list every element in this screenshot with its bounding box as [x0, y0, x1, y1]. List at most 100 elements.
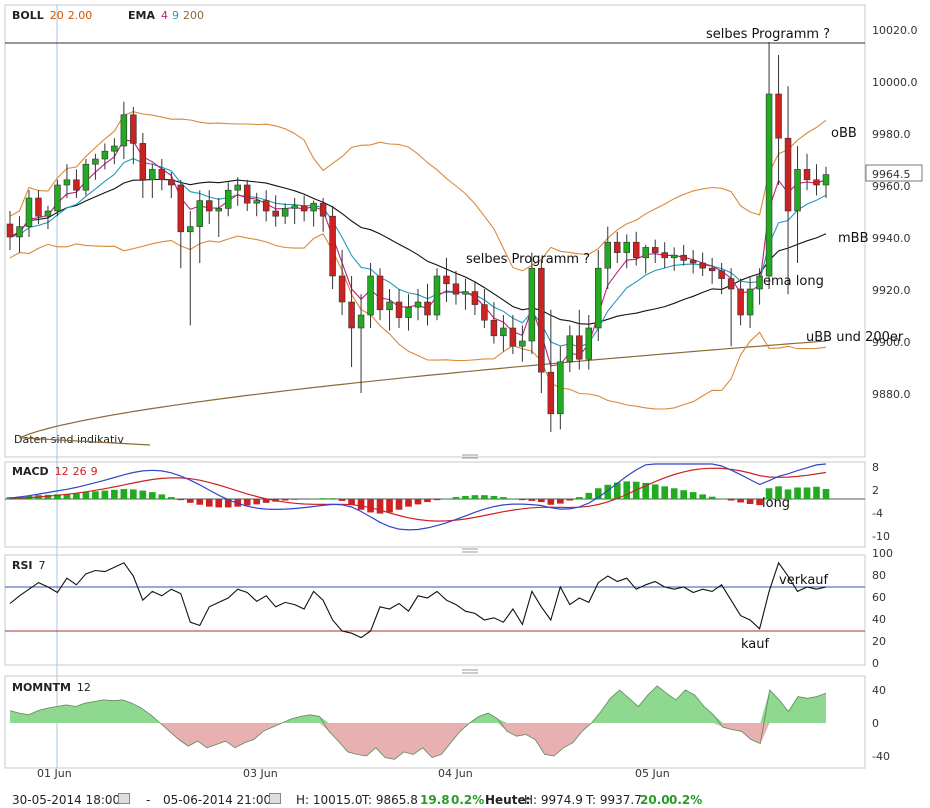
macd-histogram-bar: [167, 497, 175, 499]
macd-histogram-bar: [215, 499, 223, 508]
macd-histogram-bar: [680, 490, 687, 499]
macd-histogram-bar: [670, 488, 678, 499]
macd-histogram-bar: [481, 495, 488, 499]
macd-histogram-bar: [566, 499, 574, 501]
annotation-verkauf: verkauf: [779, 573, 829, 588]
macd-histogram-bar: [575, 497, 583, 499]
macd-signal-line: [9, 467, 827, 522]
candle-body: [746, 288, 754, 316]
candle-body: [414, 301, 422, 308]
macd-histogram-bar: [613, 482, 621, 499]
annotation-kauf: kauf: [741, 637, 770, 652]
candle-body: [566, 335, 574, 363]
xtick: 05 Jun: [635, 767, 670, 780]
macd-histogram-bar: [196, 499, 204, 505]
candle-body: [139, 143, 147, 181]
candle-body: [92, 158, 99, 165]
macd-histogram-bar: [82, 492, 90, 499]
candle-body: [149, 169, 156, 181]
candle-body: [519, 340, 526, 347]
macd-histogram-bar: [63, 494, 71, 499]
macd-histogram-bar: [737, 499, 744, 503]
xtick: 03 Jun: [243, 767, 278, 780]
ema200-line: [19, 340, 827, 446]
last-price-box: [865, 164, 923, 182]
period-change-pct: 0.2%: [451, 793, 485, 807]
indicative-note: Daten sind indikativ: [14, 433, 124, 446]
candle-body: [689, 260, 697, 264]
candle-body: [120, 114, 128, 147]
date-from[interactable]: 30-05-2014 18:00: [12, 793, 121, 807]
candle-body: [281, 208, 289, 217]
candle-body: [661, 252, 668, 259]
macd-p2: 26: [73, 465, 87, 478]
price-ytick: 9880.0: [872, 388, 911, 401]
mom-p1: 12: [77, 681, 91, 694]
resize-handle-mom[interactable]: [462, 669, 478, 674]
candle-body: [310, 202, 317, 212]
momentum-series: [9, 685, 827, 760]
candle-body: [224, 189, 232, 209]
candle-body: [44, 210, 52, 217]
rsi-ytick: 60: [872, 591, 886, 604]
candle-body: [528, 267, 536, 342]
macd-histogram-bar: [243, 499, 251, 506]
macd-histogram-bar: [794, 487, 801, 499]
macd-histogram-bar: [519, 499, 526, 501]
macd-histogram-bar: [262, 499, 270, 503]
macd-ytick: -4: [872, 507, 883, 520]
candle-body: [509, 327, 517, 347]
mom-ytick: 0: [872, 717, 879, 730]
macd-histogram-bar: [357, 499, 365, 510]
resize-handle-rsi[interactable]: [462, 548, 478, 553]
rsi-ytick: 100: [872, 547, 893, 560]
candle-body: [329, 215, 336, 277]
date-to[interactable]: 05-06-2014 21:00: [163, 793, 272, 807]
price-ytick: 9960.0: [872, 180, 911, 193]
candle-body: [215, 208, 222, 212]
candle-body: [443, 275, 450, 285]
resize-handle-macd[interactable]: [462, 454, 478, 459]
candle-body: [272, 210, 279, 217]
macd-histogram-bar: [101, 490, 109, 499]
macd-histogram-bar: [765, 488, 773, 499]
macd-ytick: 2: [872, 484, 879, 497]
macd-histogram-bar: [471, 495, 479, 499]
boll-p1: 20: [50, 9, 64, 22]
candle-body: [357, 314, 365, 329]
macd-histogram-bar: [177, 499, 185, 501]
candle-body: [699, 262, 706, 269]
macd-histogram-bar: [651, 484, 659, 499]
macd-histogram-bar: [186, 499, 194, 503]
candle-body: [822, 174, 830, 186]
macd-histogram-bar: [784, 489, 792, 499]
candle-body: [462, 291, 469, 295]
rsi-panel-frame: [4, 554, 866, 666]
candle-body: [82, 163, 90, 191]
candle-body: [604, 241, 612, 269]
candle-body: [651, 247, 659, 253]
macd-histogram-bar: [775, 486, 782, 499]
macd-histogram-bar: [585, 492, 593, 499]
candle-body: [6, 223, 14, 238]
macd-p3: 9: [91, 465, 98, 478]
annotation-ubb-200er: uBB und 200er: [806, 330, 904, 345]
candle-body: [756, 275, 763, 290]
macd-histogram-bar: [405, 499, 412, 507]
candle-body: [300, 205, 308, 212]
candle-body: [557, 361, 564, 415]
macd-series: [6, 463, 830, 531]
price-ytick: 9940.0: [872, 232, 911, 245]
macd-histogram-bar: [661, 486, 669, 499]
macd-histogram-bar: [604, 484, 612, 499]
candle-body: [680, 254, 687, 261]
macd-histogram-bar: [395, 499, 403, 510]
macd-histogram-bar: [642, 482, 650, 499]
date-separator: -: [146, 793, 151, 807]
macd-histogram-bar: [803, 487, 811, 499]
rsi-ytick: 0: [872, 657, 879, 670]
macd-ytick: -10: [872, 530, 890, 543]
